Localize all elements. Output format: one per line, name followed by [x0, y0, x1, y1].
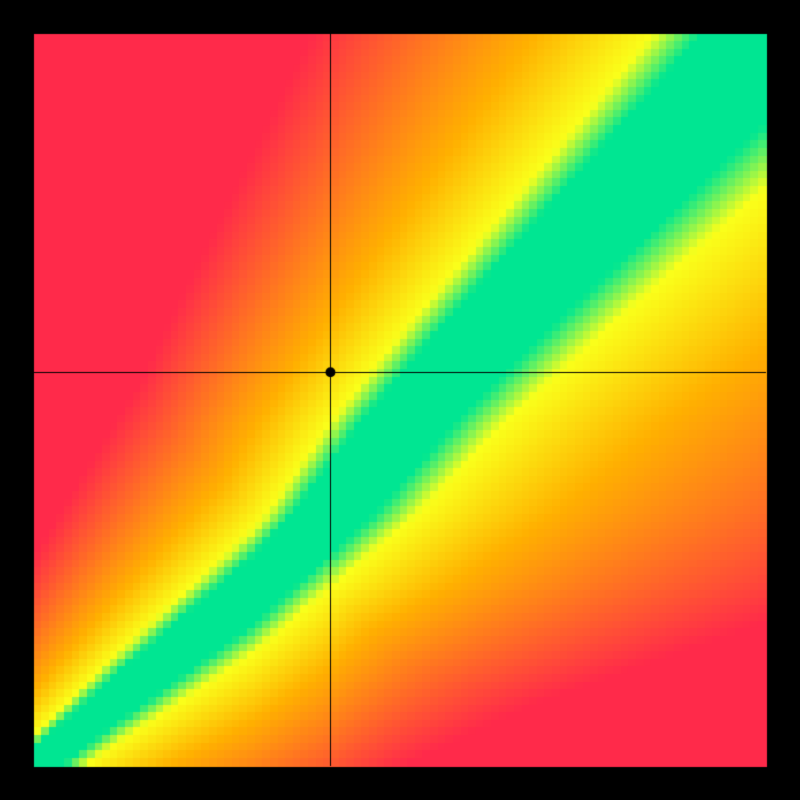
- chart-container: { "canvas": { "width": 800, "height": 80…: [0, 0, 800, 800]
- watermark-text: TheBottleneck.com: [561, 6, 764, 32]
- bottleneck-heatmap: [0, 0, 800, 800]
